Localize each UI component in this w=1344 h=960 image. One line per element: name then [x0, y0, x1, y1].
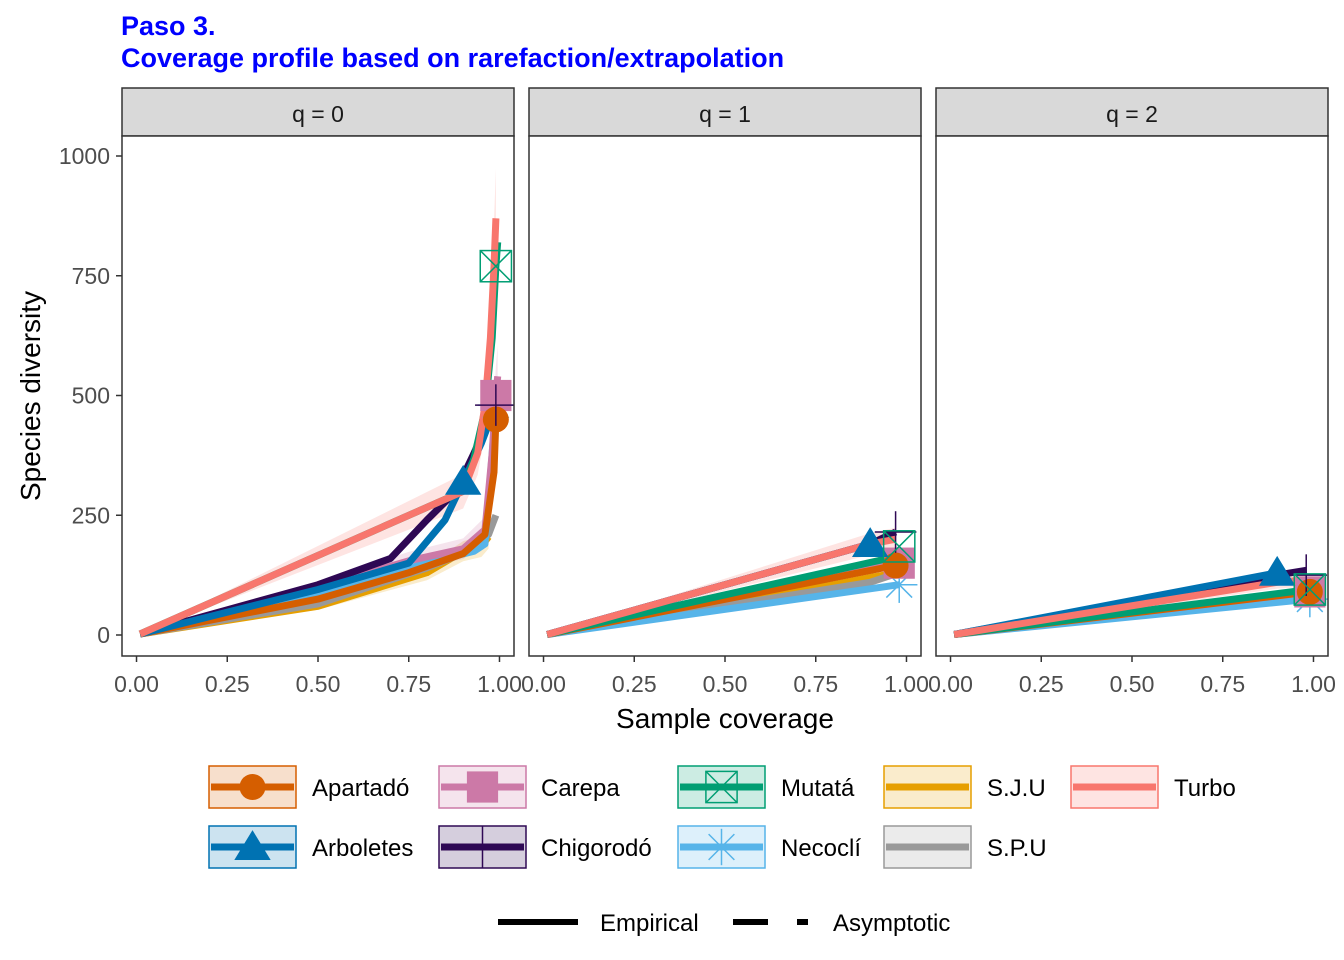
facet-panel-2: q = 1 0.00 0.25 0.50 0.75 1.00 — [521, 87, 929, 697]
facet-panels: q = 00.00 0.25 0.50 0.75 1.0002505007501000q… — [59, 87, 1336, 697]
legend-item-mutata: Mutatá — [677, 765, 855, 809]
y-tick-label: 250 — [72, 502, 110, 528]
series-group — [546, 511, 918, 638]
x-tick-label: 0.25 — [205, 671, 250, 697]
legend: Apartadó Carepa Mutatá S.J.U Turbo Arboletes C… — [208, 765, 1236, 869]
point-arboletes — [444, 464, 482, 495]
point-mutata — [882, 530, 916, 563]
legend-key-symbol — [234, 830, 271, 860]
legend-label: Carepa — [541, 775, 620, 802]
point-chigorodo — [1285, 554, 1328, 596]
plot-area — [122, 136, 514, 656]
x-tick-label: 0.00 — [521, 671, 566, 697]
legend-key-symbol — [705, 770, 738, 804]
facet-label: q = 0 — [292, 101, 344, 127]
band-s-j-u — [140, 525, 489, 635]
x-tick-label: 0.50 — [296, 671, 341, 697]
x-tick-label: 1.00 — [477, 671, 522, 697]
series-group — [138, 168, 514, 638]
x-axis-title: Sample coverage — [616, 703, 834, 734]
legend-item-apartado: Apartadó — [208, 765, 409, 809]
legend-label: S.J.U — [987, 775, 1046, 802]
facet-panel-1: q = 0 0.00 0.25 0.50 0.75 1.00 0 250 500 750 1000 — [59, 87, 522, 697]
y-tick-label: 750 — [72, 263, 110, 289]
legend-item-s-j-u: S.J.U — [883, 765, 1046, 809]
point-mutata — [1293, 573, 1327, 606]
legend-label: Apartadó — [312, 775, 409, 802]
x-tick-label: 1.00 — [1291, 671, 1336, 697]
point-apartado — [1296, 578, 1323, 605]
y-axis-title: Species diversity — [15, 291, 46, 501]
y-tick-label: 500 — [72, 383, 110, 409]
legend-label: Arboletes — [312, 835, 413, 862]
linetype-legend: Empirical Asymptotic — [498, 910, 950, 937]
legend-label-empirical: Empirical — [600, 910, 699, 937]
y-tick-label: 0 — [97, 622, 110, 648]
x-tick-label: 1.00 — [884, 671, 929, 697]
legend-label: Chigorodó — [541, 835, 652, 862]
chart-title: Paso 3. Coverage profile based on rarefa… — [121, 10, 784, 74]
legend-label-asymptotic: Asymptotic — [833, 910, 950, 937]
x-tick-label: 0.00 — [928, 671, 973, 697]
point-chigorodo — [874, 511, 917, 553]
plot-area — [936, 136, 1328, 656]
point-mutata — [479, 249, 513, 283]
x-tick-label: 0.50 — [1110, 671, 1155, 697]
x-tick-label: 0.75 — [386, 671, 431, 697]
facet-label: q = 2 — [1106, 101, 1158, 127]
legend-label: Necoclí — [781, 835, 861, 862]
legend-label: Turbo — [1174, 775, 1236, 802]
legend-item-s-p-u: S.P.U — [883, 825, 1047, 869]
x-tick-label: 0.75 — [793, 671, 838, 697]
series-line-apartado — [139, 419, 500, 638]
legend-label: Mutatá — [781, 775, 855, 802]
legend-key-symbol — [703, 828, 740, 866]
facet-strip — [528, 87, 922, 137]
series-group — [953, 554, 1328, 638]
x-tick-label: 0.75 — [1200, 671, 1245, 697]
facet-label: q = 1 — [699, 101, 751, 127]
legend-item-necocli: Necoclí — [677, 825, 861, 869]
legend-key-symbol — [461, 826, 504, 868]
legend-key-symbol — [466, 771, 499, 803]
facet-panel-3: q = 2 0.00 0.25 0.50 0.75 1.00 — [928, 87, 1336, 697]
x-tick-label: 0.50 — [703, 671, 748, 697]
chart-title-line2: Coverage profile based on rarefaction/ex… — [121, 43, 785, 73]
chart-title-line1: Paso 3. — [121, 11, 216, 41]
point-arboletes — [851, 527, 889, 557]
y-tick-label: 1000 — [59, 143, 110, 169]
legend-item-carepa: Carepa — [438, 765, 620, 809]
point-apartado — [882, 552, 909, 579]
facet-strip — [935, 87, 1329, 137]
x-tick-label: 0.25 — [612, 671, 657, 697]
legend-label: S.P.U — [987, 835, 1047, 862]
point-arboletes — [1258, 555, 1296, 586]
point-chigorodo — [475, 384, 514, 426]
x-tick-label: 0.25 — [1019, 671, 1064, 697]
legend-item-arboletes: Arboletes — [208, 825, 413, 869]
legend-key-symbol — [239, 774, 266, 800]
legend-item-chigorodo: Chigorodó — [438, 825, 652, 869]
x-tick-label: 0.00 — [114, 671, 159, 697]
legend-item-turbo: Turbo — [1070, 765, 1236, 809]
